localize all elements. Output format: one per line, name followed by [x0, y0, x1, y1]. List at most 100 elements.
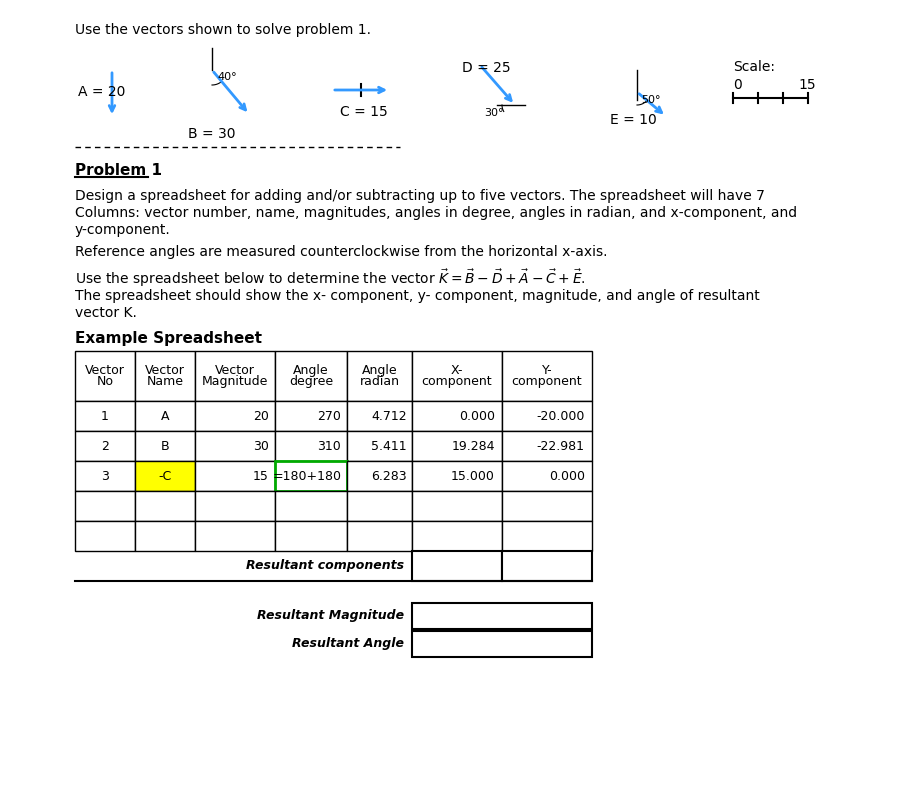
Text: 30: 30 — [253, 440, 269, 452]
Text: 0: 0 — [733, 78, 741, 92]
Bar — [347, 351, 412, 401]
Text: vector K.: vector K. — [75, 306, 137, 320]
Text: 20: 20 — [253, 410, 269, 422]
Text: 3: 3 — [101, 469, 109, 483]
Bar — [412, 461, 502, 491]
Bar — [412, 551, 502, 581]
Text: component: component — [511, 375, 583, 388]
Text: Resultant Magnitude: Resultant Magnitude — [257, 609, 404, 623]
Bar — [195, 431, 275, 461]
Bar — [135, 491, 195, 521]
Text: =180+180: =180+180 — [272, 469, 341, 483]
Text: 40°: 40° — [217, 72, 236, 82]
Text: Angle: Angle — [293, 364, 329, 377]
Text: Angle: Angle — [362, 364, 397, 377]
Text: 4.712: 4.712 — [372, 410, 407, 422]
Text: Vector: Vector — [85, 364, 125, 377]
Text: C = 15: C = 15 — [340, 105, 388, 119]
Bar — [347, 401, 412, 431]
Text: Magnitude: Magnitude — [202, 375, 268, 388]
Text: -C: -C — [159, 469, 171, 483]
Bar — [502, 551, 592, 581]
Bar — [195, 521, 275, 551]
Text: radian: radian — [360, 375, 400, 388]
Text: D = 25: D = 25 — [462, 61, 511, 75]
Text: 30°: 30° — [484, 108, 503, 118]
Text: 0.000: 0.000 — [548, 469, 584, 483]
Bar — [135, 521, 195, 551]
Text: -22.981: -22.981 — [537, 440, 584, 452]
Bar — [502, 461, 592, 491]
Bar — [275, 431, 347, 461]
Text: B = 30: B = 30 — [188, 127, 235, 141]
Bar — [275, 351, 347, 401]
Bar — [135, 461, 195, 491]
Text: -20.000: -20.000 — [537, 410, 584, 422]
Bar — [195, 491, 275, 521]
Text: Y-: Y- — [542, 364, 552, 377]
Bar — [347, 431, 412, 461]
Text: Reference angles are measured counterclockwise from the horizontal x-axis.: Reference angles are measured counterclo… — [75, 245, 608, 259]
Bar — [75, 491, 135, 521]
Text: Example Spreadsheet: Example Spreadsheet — [75, 331, 262, 346]
Bar — [412, 401, 502, 431]
Text: X-: X- — [451, 364, 464, 377]
Bar — [135, 401, 195, 431]
Text: 270: 270 — [318, 410, 341, 422]
Text: 50°: 50° — [641, 95, 660, 105]
Text: 15: 15 — [798, 78, 815, 92]
Text: Scale:: Scale: — [733, 60, 775, 74]
Text: The spreadsheet should show the x- component, y- component, magnitude, and angle: The spreadsheet should show the x- compo… — [75, 289, 759, 303]
Bar — [275, 521, 347, 551]
Text: Vector: Vector — [145, 364, 185, 377]
Text: B: B — [161, 440, 170, 452]
Bar — [135, 351, 195, 401]
Text: component: component — [422, 375, 492, 388]
Bar — [195, 401, 275, 431]
Text: A = 20: A = 20 — [78, 85, 125, 99]
Bar — [412, 491, 502, 521]
Bar — [75, 351, 135, 401]
Bar — [502, 491, 592, 521]
Text: Use the spreadsheet below to determine the vector $\vec{K} = \vec{B} - \vec{D} +: Use the spreadsheet below to determine t… — [75, 267, 586, 289]
Bar — [347, 461, 412, 491]
Text: Columns: vector number, name, magnitudes, angles in degree, angles in radian, an: Columns: vector number, name, magnitudes… — [75, 206, 797, 220]
Bar — [75, 521, 135, 551]
Bar — [412, 431, 502, 461]
Text: 0.000: 0.000 — [459, 410, 495, 422]
Bar — [412, 351, 502, 401]
Text: Problem 1: Problem 1 — [75, 163, 162, 178]
Text: Vector: Vector — [215, 364, 255, 377]
Text: 1: 1 — [101, 410, 109, 422]
Text: Resultant components: Resultant components — [246, 560, 404, 572]
Text: E = 10: E = 10 — [610, 113, 657, 127]
Text: A: A — [161, 410, 170, 422]
Bar — [275, 401, 347, 431]
Bar — [275, 491, 347, 521]
Bar — [195, 351, 275, 401]
Bar — [347, 491, 412, 521]
Text: 19.284: 19.284 — [451, 440, 495, 452]
Bar — [75, 461, 135, 491]
Text: y-component.: y-component. — [75, 223, 170, 237]
Bar — [195, 461, 275, 491]
Text: No: No — [97, 375, 114, 388]
Text: Name: Name — [146, 375, 183, 388]
Bar — [75, 431, 135, 461]
Bar — [412, 603, 592, 629]
Bar — [502, 521, 592, 551]
Bar — [347, 521, 412, 551]
Text: 6.283: 6.283 — [372, 469, 407, 483]
Text: 310: 310 — [318, 440, 341, 452]
Text: Use the vectors shown to solve problem 1.: Use the vectors shown to solve problem 1… — [75, 23, 371, 37]
Bar — [412, 521, 502, 551]
Bar — [75, 401, 135, 431]
Bar — [412, 631, 592, 657]
Text: 2: 2 — [101, 440, 109, 452]
Text: 5.411: 5.411 — [372, 440, 407, 452]
Text: Resultant Angle: Resultant Angle — [292, 637, 404, 651]
Text: 15.000: 15.000 — [451, 469, 495, 483]
Bar — [275, 461, 347, 491]
Bar — [135, 431, 195, 461]
Text: degree: degree — [289, 375, 333, 388]
